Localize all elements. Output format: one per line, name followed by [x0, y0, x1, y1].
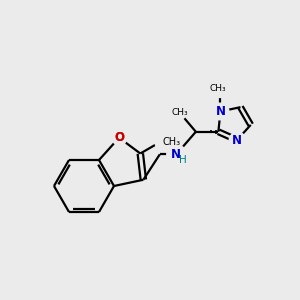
Text: N: N	[215, 105, 226, 118]
Text: CH₃: CH₃	[162, 137, 180, 147]
Text: H: H	[179, 155, 187, 165]
Text: O: O	[114, 131, 124, 144]
Text: N: N	[232, 134, 242, 147]
Text: CH₃: CH₃	[210, 84, 226, 93]
Text: O: O	[114, 131, 124, 144]
Text: N: N	[171, 148, 181, 161]
Text: CH₃: CH₃	[171, 108, 188, 117]
